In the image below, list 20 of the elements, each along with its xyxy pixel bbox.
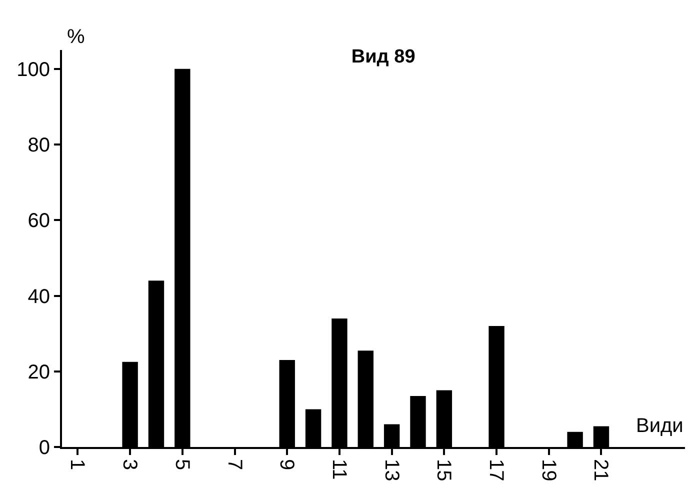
y-tick-label: 100 [16,58,50,81]
x-tick-label: 13 [380,459,402,482]
x-tick-label: 11 [328,459,350,480]
x-tick-label: 5 [170,459,193,470]
x-tick-label: 19 [537,459,560,482]
x-tick-label: 15 [432,459,455,482]
chart-title: Вид 89 [351,46,416,68]
y-tick-label: 20 [28,361,50,384]
y-tick-label: 40 [28,286,50,308]
x-tick-label: 9 [276,459,298,470]
x-tick-label: 3 [118,459,141,470]
y-tick-label: 80 [28,134,50,157]
x-tick-label: 1 [66,459,88,470]
y-axis-title: % [67,26,85,48]
x-tick-label: 7 [223,459,246,470]
y-tick-label: 60 [28,210,50,232]
x-axis-title: Види [636,415,684,437]
y-tick-label: 0 [38,437,50,459]
x-tick-label: 21 [590,459,612,482]
x-tick-label: 17 [485,459,508,482]
